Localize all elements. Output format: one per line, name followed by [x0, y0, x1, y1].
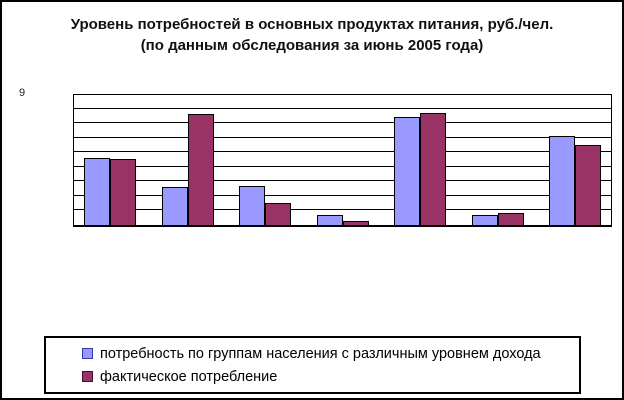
bar-group — [471, 95, 524, 225]
bar-group — [84, 95, 136, 225]
legend-item: фактическое потребление — [82, 369, 579, 385]
chart-title-line2: (по данным обследования за июнь 2005 год… — [140, 37, 484, 54]
legend-swatch-actual — [82, 371, 93, 382]
bar-need — [549, 136, 575, 225]
bar-actual — [342, 221, 369, 225]
bar-actual — [497, 213, 524, 225]
chart-title: Уровень потребностей в основных продукта… — [2, 14, 622, 56]
gridline — [74, 209, 611, 211]
gridline — [74, 180, 611, 182]
bar-need — [161, 187, 188, 225]
bar-actual — [575, 145, 601, 225]
gridline — [74, 194, 611, 196]
bar-need — [239, 186, 265, 225]
gridline — [74, 136, 611, 138]
bar-need — [316, 215, 343, 225]
bar-group — [239, 95, 291, 225]
bar-need — [471, 215, 498, 225]
bar-actual — [187, 114, 214, 225]
legend-item: потребность по группам населения с разли… — [82, 346, 579, 362]
bar-group — [316, 95, 369, 225]
gridline — [74, 151, 611, 153]
bar-group — [161, 95, 214, 225]
legend-box: потребность по группам населения с разли… — [44, 336, 581, 394]
bar-group — [549, 95, 601, 225]
legend-label: потребность по группам населения с разли… — [100, 345, 541, 362]
bar-group — [394, 95, 446, 225]
plot-area — [73, 94, 612, 227]
bar-need — [394, 117, 420, 225]
gridline — [74, 107, 611, 109]
gridline — [74, 165, 611, 167]
legend-label: фактическое потребление — [100, 368, 278, 385]
bar-need — [84, 158, 110, 225]
bar-series-container — [74, 95, 611, 225]
legend-swatch-need — [82, 348, 93, 359]
y-axis-max-tick-label: 9 — [19, 87, 26, 99]
bar-actual — [420, 113, 446, 225]
chart-title-line1: Уровень потребностей в основных продукта… — [70, 16, 554, 33]
gridline — [74, 122, 611, 124]
bar-actual — [265, 203, 291, 225]
bar-actual — [110, 159, 136, 225]
